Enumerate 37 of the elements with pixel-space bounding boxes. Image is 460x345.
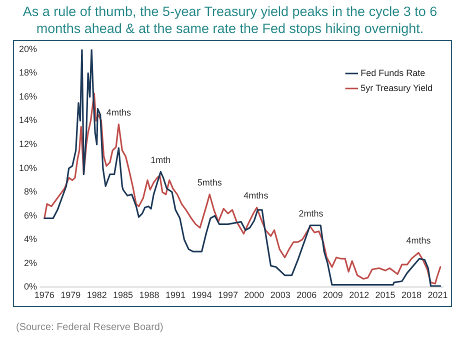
x-tick-label: 2006 — [296, 290, 317, 300]
x-tick-label: 2012 — [349, 290, 370, 300]
x-tick-label: 1994 — [192, 290, 212, 300]
x-tick-label: 1976 — [34, 290, 54, 300]
y-tick-label: 12% — [19, 139, 38, 150]
annotation: 1mth — [150, 154, 171, 165]
legend-label: Fed Funds Rate — [360, 68, 426, 78]
y-tick-label: 10% — [19, 162, 38, 173]
x-tick-label: 1985 — [113, 290, 134, 300]
x-tick-label: 1979 — [60, 290, 81, 300]
y-tick-label: 18% — [19, 68, 38, 78]
x-tick-label: 2021 — [428, 290, 448, 300]
y-tick-label: 14% — [19, 115, 38, 126]
y-tick-label: 4% — [24, 234, 38, 244]
annotation: 4mths — [244, 190, 269, 201]
x-tick-label: 1988 — [139, 290, 160, 300]
annotation: 2mths — [298, 208, 324, 218]
x-tick-label: 2003 — [270, 290, 290, 300]
legend-label: 5yr Treasury Yield — [360, 82, 433, 93]
x-tick-label: 2009 — [322, 290, 343, 300]
y-tick-label: 16% — [19, 91, 38, 102]
chart-title: As a rule of thumb, the 5-year Treasury yield peaks in the cycle 3 to 6 months ahead & at the same rate the Fed stops hiking overnight. — [22, 3, 438, 38]
y-tick-label: 20% — [19, 44, 38, 54]
annotation: 4mths — [106, 107, 132, 118]
x-tick-label: 1982 — [86, 290, 107, 300]
annotation: 4mths — [406, 236, 432, 246]
text: (Source: Federal Reserve Board) — [16, 322, 164, 333]
y-tick-label: 2% — [24, 258, 38, 268]
annotation: 5mths — [197, 177, 222, 188]
y-tick-label: 0% — [24, 282, 38, 292]
y-tick-label: 8% — [24, 186, 38, 197]
x-tick-label: 2000 — [244, 290, 264, 300]
x-tick-label: 2018 — [402, 290, 422, 300]
y-tick-label: 6% — [24, 210, 38, 220]
x-tick-label: 1997 — [218, 290, 238, 300]
x-tick-label: 2015 — [375, 290, 396, 300]
x-tick-label: 1991 — [165, 290, 186, 300]
